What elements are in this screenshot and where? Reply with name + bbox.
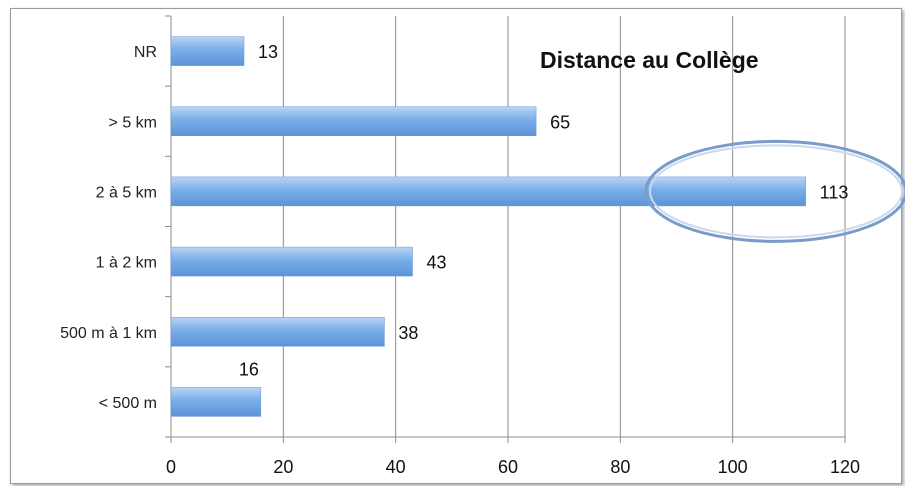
category-label: > 5 km	[109, 114, 157, 131]
x-tick-label: 0	[166, 457, 176, 477]
bar	[170, 387, 262, 417]
x-tick-label: 80	[610, 457, 630, 477]
data-label: 16	[239, 359, 259, 379]
category-label: 500 m à 1 km	[60, 325, 157, 342]
bar	[170, 106, 537, 136]
bar	[170, 317, 385, 347]
data-label: 65	[550, 112, 570, 132]
data-label: 43	[427, 253, 447, 273]
category-label: 1 à 2 km	[96, 255, 157, 272]
x-tick-label: 120	[830, 457, 860, 477]
chart-title: Distance au Collège	[540, 47, 759, 73]
data-label: 113	[820, 182, 849, 202]
category-label: 2 à 5 km	[96, 184, 157, 201]
data-label: 38	[398, 323, 418, 343]
category-label: < 500 m	[99, 395, 157, 412]
highlight-ellipse	[644, 139, 905, 243]
x-tick-label: 60	[498, 457, 518, 477]
x-tick-label: 100	[718, 457, 748, 477]
data-label: 13	[258, 42, 278, 62]
bar	[170, 36, 245, 66]
x-tick-label: 20	[273, 457, 293, 477]
labels: 0 20 40 60 80 100 120 < 500 m 16 500 m à 1 km 38 1 …	[60, 42, 860, 477]
bar	[170, 246, 413, 277]
bar	[170, 176, 806, 207]
axes	[165, 15, 846, 443]
bars	[170, 36, 806, 417]
grid-lines	[282, 16, 846, 437]
highlight-ellipse-inner	[649, 144, 903, 239]
category-label: NR	[134, 44, 157, 61]
chart-frame	[10, 8, 902, 484]
x-tick-label: 40	[386, 457, 406, 477]
